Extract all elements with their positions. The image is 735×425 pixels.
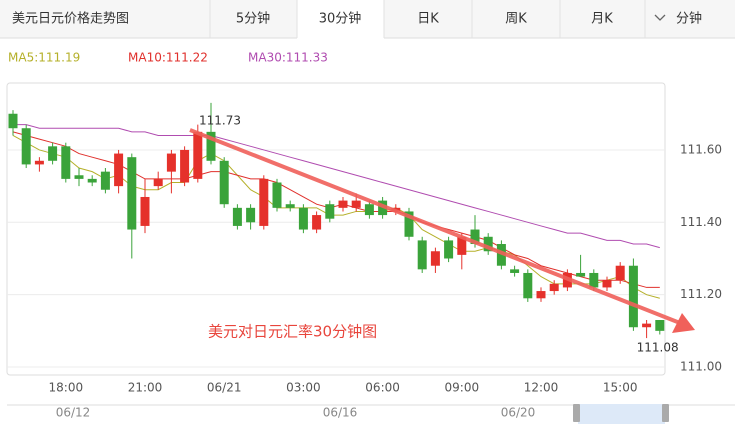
active-tab [297,0,384,38]
ma-line [12,131,660,288]
x-tick-label: 18:00 [49,381,84,395]
candle-body [246,207,256,223]
plot-frame [6,82,666,376]
candle-body [193,131,203,179]
candle-body [8,113,18,129]
x-tick-label: 06:00 [365,381,400,395]
legend-entry: MA5:111.19 [8,51,80,65]
tab[interactable]: 日K [417,12,439,27]
candle-body [642,323,652,328]
navigator-label: 06/20 [501,406,536,420]
candle-body [180,149,190,183]
y-tick-label: 111.40 [680,215,722,229]
candle-body [74,175,84,179]
candle-body [127,157,137,230]
candle-body [430,251,440,266]
candle-body [510,269,520,273]
tab[interactable]: 30分钟 [319,11,362,27]
candle-body [285,204,295,208]
candle-body [457,236,467,255]
candle-body [87,178,97,183]
candle-body [272,182,282,208]
candle-body [206,131,216,161]
candle-body [615,265,625,281]
legend-entry: MA10:111.22 [128,51,208,65]
legend-entry: MA30:111.33 [248,51,328,65]
x-tick-label: 15:00 [603,381,638,395]
ma-line [12,135,660,299]
candle-body [496,244,506,266]
candle-body [140,196,150,226]
candle-body [444,240,454,259]
ma-line [13,124,660,249]
navigator-label: 06/12 [56,406,91,420]
high-label: 111.73 [199,113,241,127]
candle-body [114,153,124,187]
x-tick-label: 03:00 [286,381,321,395]
y-tick-label: 111.00 [680,360,722,374]
trend-arrow-head [672,313,695,333]
trend-arrow [189,128,681,325]
candle-body [21,128,31,165]
candle-body [404,211,414,237]
candle-body [576,272,586,277]
candle-body [628,265,638,328]
x-tick-label: 09:00 [445,381,480,395]
x-tick-label: 12:00 [524,381,559,395]
annotation: 美元对日元汇率30分钟图 [208,323,377,341]
candle-body [549,283,559,292]
candle-body [61,146,71,179]
x-tick-label: 06/21 [207,381,242,395]
low-label: 111.08 [637,341,679,355]
tab[interactable]: 分钟 [676,11,702,27]
candle-body [417,240,427,270]
candle-body [483,236,493,252]
navigator-window[interactable] [578,404,665,424]
candle-body [470,229,480,245]
candle-body [523,272,533,299]
candle-body [351,200,361,208]
candle-body [259,178,269,226]
candle-body [34,160,44,165]
tab[interactable]: 月K [591,12,613,27]
candle-body [655,320,665,331]
candle-body [536,291,546,299]
candle-body [100,171,110,190]
candle-body [589,272,599,288]
candle-body [153,178,163,187]
candle-body [232,207,242,226]
tab[interactable]: 美元日元价格走势图 [12,11,129,27]
tab[interactable]: 5分钟 [236,11,270,27]
tab[interactable]: 周K [505,12,527,27]
candle-body [325,204,335,219]
navigator-label: 06/16 [323,406,358,420]
y-tick-label: 111.60 [680,142,722,156]
y-tick-label: 111.20 [680,287,722,301]
candle-body [364,204,374,216]
candle-body [312,215,322,230]
candle-body [602,280,612,288]
candle-body [338,200,348,208]
candle-body [219,160,229,205]
candle-body [298,207,308,230]
candle-body [166,153,176,172]
candle-body [48,146,58,161]
x-tick-label: 21:00 [128,381,163,395]
